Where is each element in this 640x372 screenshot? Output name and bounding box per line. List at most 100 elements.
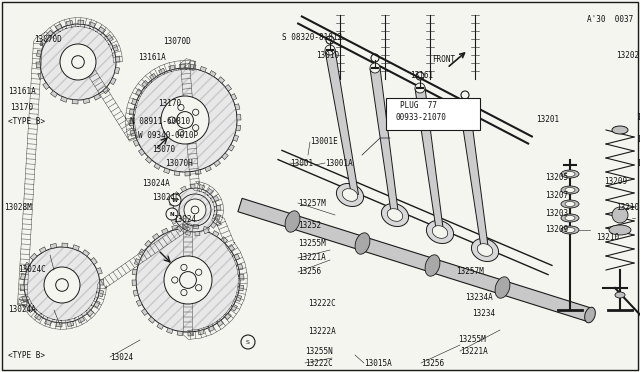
Ellipse shape <box>565 187 575 192</box>
Text: W 09340-0010P: W 09340-0010P <box>138 131 198 141</box>
Text: N: N <box>170 212 174 217</box>
Polygon shape <box>30 253 37 260</box>
Text: 13001: 13001 <box>290 158 313 167</box>
Polygon shape <box>56 323 62 327</box>
Text: 13256: 13256 <box>421 359 444 368</box>
Ellipse shape <box>342 189 358 201</box>
Polygon shape <box>195 232 200 236</box>
Text: 13255N: 13255N <box>305 346 333 356</box>
Text: 13024: 13024 <box>110 353 133 362</box>
Polygon shape <box>157 323 163 329</box>
Polygon shape <box>195 170 201 175</box>
Text: 13024C: 13024C <box>18 266 45 275</box>
Text: 13024A: 13024A <box>142 180 170 189</box>
Polygon shape <box>66 20 72 26</box>
Polygon shape <box>162 228 168 234</box>
Polygon shape <box>237 115 241 120</box>
Polygon shape <box>200 67 207 72</box>
Text: 13252: 13252 <box>298 221 321 231</box>
Circle shape <box>415 83 425 93</box>
Polygon shape <box>115 67 120 74</box>
Text: 13024A: 13024A <box>8 305 36 314</box>
Polygon shape <box>173 192 179 198</box>
Polygon shape <box>103 87 109 94</box>
Polygon shape <box>73 245 79 250</box>
Polygon shape <box>35 314 42 320</box>
Text: 13257M: 13257M <box>456 267 484 276</box>
Ellipse shape <box>477 244 493 256</box>
Polygon shape <box>138 149 145 155</box>
Polygon shape <box>205 166 211 172</box>
Circle shape <box>193 109 199 115</box>
Polygon shape <box>131 99 137 105</box>
Polygon shape <box>217 320 223 327</box>
Text: 13210: 13210 <box>616 203 639 212</box>
Circle shape <box>60 44 96 80</box>
Text: 13161: 13161 <box>410 71 433 80</box>
Polygon shape <box>240 275 244 280</box>
Polygon shape <box>145 240 151 247</box>
Ellipse shape <box>425 255 440 276</box>
Ellipse shape <box>612 126 628 134</box>
Text: 13070H: 13070H <box>165 158 193 167</box>
Circle shape <box>169 194 181 206</box>
Polygon shape <box>134 259 140 265</box>
Polygon shape <box>100 279 104 285</box>
Ellipse shape <box>561 186 579 194</box>
Polygon shape <box>218 77 225 83</box>
Polygon shape <box>94 94 100 100</box>
Circle shape <box>166 208 178 220</box>
Circle shape <box>173 188 217 232</box>
Polygon shape <box>39 247 46 253</box>
Text: 13222A: 13222A <box>308 327 336 336</box>
Circle shape <box>241 335 255 349</box>
Text: 13210: 13210 <box>596 234 619 243</box>
Polygon shape <box>177 225 183 232</box>
Text: 13170: 13170 <box>158 99 181 109</box>
Polygon shape <box>130 130 135 136</box>
Polygon shape <box>234 254 240 260</box>
Polygon shape <box>24 262 30 269</box>
Polygon shape <box>228 244 235 251</box>
Polygon shape <box>40 39 46 46</box>
Polygon shape <box>36 50 42 57</box>
FancyBboxPatch shape <box>386 98 480 130</box>
Text: <TYPE B>: <TYPE B> <box>8 350 45 359</box>
Polygon shape <box>212 231 219 237</box>
Text: 13209: 13209 <box>604 176 627 186</box>
Text: S: S <box>246 340 250 344</box>
Polygon shape <box>50 243 56 248</box>
Circle shape <box>196 269 202 275</box>
Polygon shape <box>198 330 204 335</box>
Polygon shape <box>190 184 195 189</box>
Text: 13234A: 13234A <box>465 294 493 302</box>
Circle shape <box>40 24 116 100</box>
Polygon shape <box>216 205 221 210</box>
Polygon shape <box>107 35 113 41</box>
Circle shape <box>169 117 175 123</box>
Polygon shape <box>166 328 173 334</box>
Polygon shape <box>238 198 592 322</box>
Ellipse shape <box>561 170 579 178</box>
Polygon shape <box>94 301 100 308</box>
Polygon shape <box>460 107 488 250</box>
Text: 13209: 13209 <box>545 225 568 234</box>
Text: 13205: 13205 <box>545 173 568 183</box>
Ellipse shape <box>565 215 575 221</box>
Polygon shape <box>185 230 191 235</box>
Text: 13205: 13205 <box>636 113 640 122</box>
Polygon shape <box>231 94 237 100</box>
Circle shape <box>133 68 237 172</box>
Ellipse shape <box>561 200 579 208</box>
Ellipse shape <box>387 209 403 221</box>
Polygon shape <box>190 64 196 69</box>
Circle shape <box>196 285 202 291</box>
Text: 13222C: 13222C <box>308 298 336 308</box>
Polygon shape <box>152 234 159 240</box>
Polygon shape <box>235 104 240 110</box>
Ellipse shape <box>355 233 370 254</box>
Polygon shape <box>211 222 216 228</box>
Polygon shape <box>38 73 44 80</box>
Text: 13234: 13234 <box>472 310 495 318</box>
Polygon shape <box>97 267 102 274</box>
